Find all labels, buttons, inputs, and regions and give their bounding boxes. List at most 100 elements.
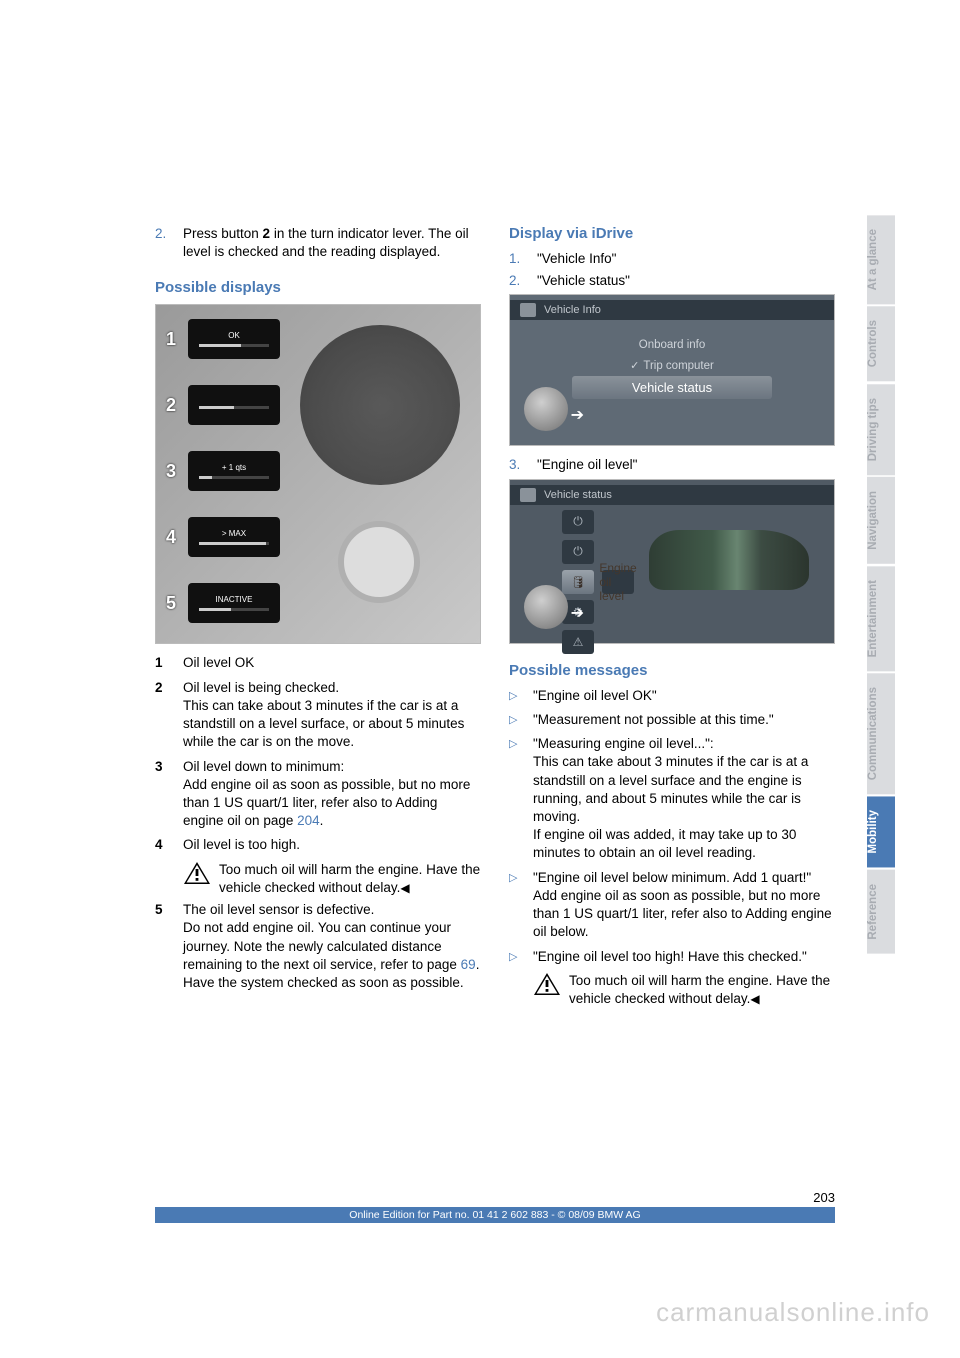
legend-body: Oil level is being checked.This can take… (183, 679, 481, 752)
tab-communications[interactable]: Communications (867, 673, 895, 794)
legend-item: 1 Oil level OK (155, 654, 481, 672)
step-number: 1. (509, 250, 527, 268)
footer-bar: Online Edition for Part no. 01 41 2 602 … (155, 1207, 835, 1223)
bullet-icon: ▷ (509, 869, 523, 942)
idrive-menu-item: Onboard info (572, 335, 772, 355)
display-label: > MAX (222, 529, 246, 538)
display-row-number: 4 (162, 527, 180, 548)
idrive-header-text: Vehicle Info (544, 304, 601, 316)
legend-number: 4 (155, 836, 173, 854)
possible-displays-heading: Possible displays (155, 279, 481, 296)
display-row: 5 INACTIVE (162, 581, 280, 625)
idrive-menu-item-selected: Vehicle status (572, 376, 772, 399)
oil-level-bar (199, 344, 269, 347)
message-item: ▷"Engine oil level below minimum. Add 1 … (509, 869, 835, 942)
display-label: + 1 qts (222, 463, 246, 472)
warning-icon (533, 972, 561, 996)
display-via-idrive-heading: Display via iDrive (509, 225, 835, 242)
idrive-menu-label: Trip computer (643, 360, 714, 372)
display-module: INACTIVE (188, 583, 280, 623)
end-marker-icon: ◀ (400, 880, 409, 896)
display-module: + 1 qts (188, 451, 280, 491)
status-icon-selected: 🛢 (562, 570, 594, 594)
legend-item: 2Oil level is being checked.This can tak… (155, 679, 481, 752)
watermark: carmanualsonline.info (656, 1297, 930, 1328)
legend5-line0: The oil level sensor is defective. (183, 902, 374, 917)
gauge-graphic (300, 325, 460, 485)
warning-text-content: Too much oil will harm the engine. Have … (219, 862, 480, 895)
idrive-menu-item: ✓ Trip computer (572, 355, 772, 376)
step-text: Press button 2 in the turn indicator lev… (183, 225, 481, 261)
end-marker-icon: ◀ (750, 991, 759, 1007)
message-body: "Measuring engine oil level...":This can… (533, 735, 835, 863)
oil-level-bar (199, 406, 269, 409)
legend5-line1: Do not add engine oil. You can continue … (183, 920, 461, 971)
display-row: 3 + 1 qts (162, 449, 280, 493)
legend-item-5-wrap: 5 The oil level sensor is defective. Do … (155, 901, 481, 992)
display-label-column: 1 OK 2 3 + 1 qts 4 > MAX 5 INACTIVE (162, 317, 280, 647)
possible-messages-heading: Possible messages (509, 662, 835, 679)
bullet-icon: ▷ (509, 735, 523, 863)
display-module (188, 385, 280, 425)
tab-mobility[interactable]: Mobility (867, 796, 895, 867)
message-item: ▷"Engine oil level too high! Have this c… (509, 948, 835, 966)
legend-list: 1 Oil level OK 2Oil level is being checked… (155, 654, 481, 854)
legend-number: 1 (155, 654, 173, 672)
warning-icon (183, 861, 211, 885)
display-row-number: 2 (162, 395, 180, 416)
idrive-knob-graphic: ➔ (524, 585, 568, 629)
display-row-number: 1 (162, 329, 180, 350)
step-text: "Vehicle Info" (537, 250, 616, 268)
check-icon: ✓ (630, 360, 639, 372)
idrive-icon-list: ⏻ ⏻ 🛢 ⚙ ⚠ (562, 510, 594, 660)
message-item: ▷"Engine oil level OK" (509, 687, 835, 705)
tab-driving-tips[interactable]: Driving tips (867, 384, 895, 475)
section-tabs: At a glanceControls Driving tipsNavigatio… (867, 215, 895, 955)
page-footer: 203 Online Edition for Part no. 01 41 2 … (155, 1190, 835, 1223)
legend-body: The oil level sensor is defective. Do no… (183, 901, 481, 992)
warning-text-content: Too much oil will harm the engine. Have … (569, 973, 830, 1006)
legend-body: Oil level is too high. (183, 836, 481, 854)
legend-item-5: 5 The oil level sensor is defective. Do … (155, 901, 481, 992)
page-link-69[interactable]: 69 (461, 957, 476, 972)
idrive-step-1: 1. "Vehicle Info" (509, 250, 835, 268)
page-link[interactable]: 204 (297, 813, 320, 828)
step-number: 2. (509, 272, 527, 290)
car-icon (520, 303, 536, 317)
oil-level-bar (199, 542, 269, 545)
tab-reference[interactable]: Reference (867, 870, 895, 954)
legend-body: Oil level down to minimum:Add engine oil… (183, 758, 481, 831)
idrive-screenshot-2: Vehicle status ⏻ ⏻ 🛢 ⚙ ⚠ Engine oil leve… (509, 479, 835, 644)
message-body: "Measurement not possible at this time." (533, 711, 835, 729)
display-module: > MAX (188, 517, 280, 557)
legend-number: 3 (155, 758, 173, 831)
idrive-step-2: 2. "Vehicle status" (509, 272, 835, 290)
oil-level-bar (199, 476, 269, 479)
status-icon: ⏻ (562, 510, 594, 534)
tab-entertainment[interactable]: Entertainment (867, 566, 895, 671)
message-body: "Engine oil level below minimum. Add 1 q… (533, 869, 835, 942)
tab-controls[interactable]: Controls (867, 306, 895, 381)
status-icon: ⚠ (562, 630, 594, 654)
idrive-selected-label: Engine oil level (602, 570, 634, 594)
possible-displays-image: 1 OK 2 3 + 1 qts 4 > MAX 5 INACTIVE (155, 304, 481, 644)
display-row: 4 > MAX (162, 515, 280, 559)
legend-number: 2 (155, 679, 173, 752)
legend-item: 4 Oil level is too high. (155, 836, 481, 854)
tab-at-a-glance[interactable]: At a glance (867, 215, 895, 304)
step-text-a: Press button (183, 226, 263, 241)
display-module: OK (188, 319, 280, 359)
warning-text: Too much oil will harm the engine. Have … (219, 861, 481, 897)
idrive-menu: Onboard info ✓ Trip computer Vehicle stat… (572, 335, 772, 399)
warning-oil-high: Too much oil will harm the engine. Have … (533, 972, 835, 1008)
display-row-number: 5 (162, 593, 180, 614)
warning-item-4: Too much oil will harm the engine. Have … (183, 861, 481, 897)
right-column: Display via iDrive 1. "Vehicle Info" 2. … (509, 225, 835, 1008)
display-label: OK (228, 331, 240, 340)
tab-navigation[interactable]: Navigation (867, 477, 895, 564)
legend-body: Oil level OK (183, 654, 481, 672)
step-number: 3. (509, 456, 527, 474)
message-body: "Engine oil level too high! Have this ch… (533, 948, 835, 966)
idrive-header: Vehicle Info (510, 300, 834, 320)
page-number: 203 (155, 1190, 835, 1205)
